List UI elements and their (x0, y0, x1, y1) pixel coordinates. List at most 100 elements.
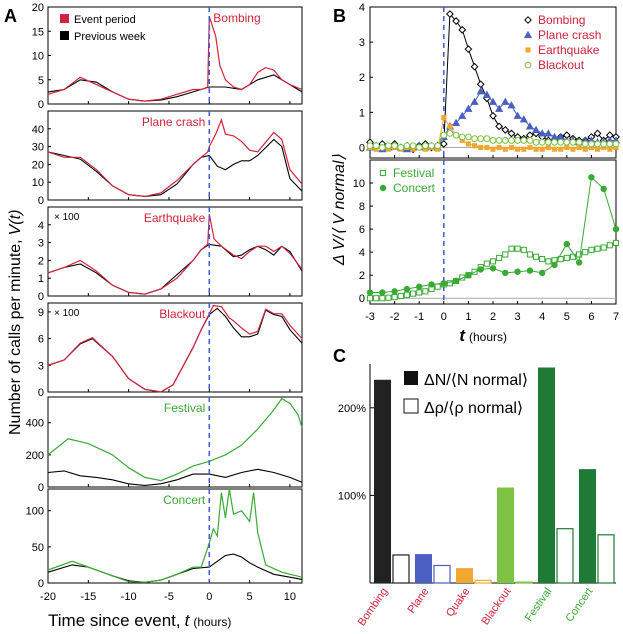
data-point (544, 138, 552, 146)
data-point (366, 289, 374, 296)
data-point (588, 144, 594, 151)
data-point (539, 256, 546, 263)
data-point (385, 146, 392, 152)
data-point (501, 97, 510, 105)
data-point (385, 142, 392, 150)
data-point (588, 140, 595, 148)
data-point (539, 146, 545, 152)
x-axis-label-var: t (459, 326, 466, 345)
data-point (563, 254, 570, 261)
data-point (465, 133, 472, 141)
data-point (532, 253, 540, 260)
y-tick-label: 3 (359, 37, 365, 49)
data-point (476, 80, 485, 89)
data-point (403, 291, 410, 298)
y-tick-label: 0 (38, 195, 44, 207)
data-point (575, 138, 583, 146)
x-axis-label: Time since event, t (hours) (48, 611, 231, 630)
data-point (495, 104, 504, 112)
y-tick-label: 20 (32, 2, 44, 14)
bar-delta-n (456, 568, 473, 583)
data-point (612, 239, 620, 247)
event-period-line (47, 213, 303, 295)
event-period-line (47, 305, 303, 393)
y-tick-label: 0 (359, 142, 365, 154)
y-multiplier: × 100 (54, 308, 80, 319)
legend-swatch-open (403, 398, 419, 414)
y-tick-label: 2 (38, 255, 44, 267)
data-point (471, 143, 478, 149)
data-point (524, 61, 532, 69)
data-point (564, 144, 570, 151)
data-point (563, 240, 570, 248)
panel-letter-b: B (333, 6, 346, 26)
data-point (391, 294, 398, 301)
data-point (575, 259, 583, 266)
x-tick-label: 0 (206, 591, 212, 603)
subplot-frame (47, 396, 303, 488)
data-point (600, 244, 607, 251)
data-point (379, 184, 387, 192)
y-tick-label: 200% (338, 403, 366, 415)
data-point (558, 146, 564, 152)
data-point (532, 125, 541, 133)
data-point (366, 295, 374, 302)
data-point (379, 295, 386, 302)
data-point (447, 123, 453, 129)
data-point (513, 111, 522, 119)
data-point (525, 122, 534, 130)
series-concert (366, 174, 620, 296)
data-point (465, 272, 472, 279)
data-point (612, 140, 620, 148)
data-point (416, 289, 423, 296)
data-point (594, 245, 601, 252)
x-tick-label: -5 (164, 591, 174, 603)
x-tick-label: 1 (465, 311, 471, 323)
y-tick-label: 4 (359, 2, 365, 14)
y-tick-label: 4 (38, 220, 44, 232)
x-tick-label: 6 (588, 311, 594, 323)
data-point (588, 246, 595, 253)
data-point (526, 251, 533, 258)
data-point (397, 144, 405, 151)
data-point (508, 137, 515, 144)
y-tick-label: 40 (32, 124, 44, 136)
data-point (613, 144, 619, 151)
data-point (502, 251, 509, 258)
data-point (582, 146, 588, 152)
bar-delta-n (579, 469, 596, 583)
data-point (538, 129, 547, 137)
data-point (379, 289, 386, 296)
data-point (576, 251, 583, 258)
data-point (501, 137, 509, 144)
data-point (490, 146, 496, 152)
data-point (421, 142, 429, 150)
data-point (484, 144, 490, 151)
series-blackout (366, 130, 620, 151)
x-axis-label-unit: (hours) (193, 615, 231, 629)
x-tick-label: 2 (490, 311, 496, 323)
data-point (520, 137, 528, 144)
y-tick-label: 50 (32, 542, 44, 554)
event-period-line (47, 118, 303, 198)
y-tick-label: 2 (359, 270, 365, 282)
category-label: Concert (564, 586, 596, 624)
x-tick-label: 10 (284, 591, 296, 603)
category-label: Plane (405, 586, 431, 616)
data-point (391, 142, 398, 150)
x-tick-label: 7 (613, 311, 619, 323)
subplot-frame (47, 110, 303, 201)
y-axis-label-var: V(t) (7, 210, 24, 236)
x-tick-label: -1 (414, 311, 424, 323)
data-point (459, 274, 466, 281)
data-point (379, 169, 387, 177)
data-point (452, 118, 461, 126)
data-point (435, 146, 441, 152)
subplot-title: Bombing (213, 11, 260, 25)
legend-label-filled: ΔN/⟨N normal⟩ (424, 372, 528, 389)
data-point (366, 142, 374, 150)
y-tick-label: 100% (338, 490, 366, 502)
y-multiplier: × 100 (54, 212, 80, 223)
data-point (434, 283, 441, 290)
data-point (373, 146, 379, 152)
